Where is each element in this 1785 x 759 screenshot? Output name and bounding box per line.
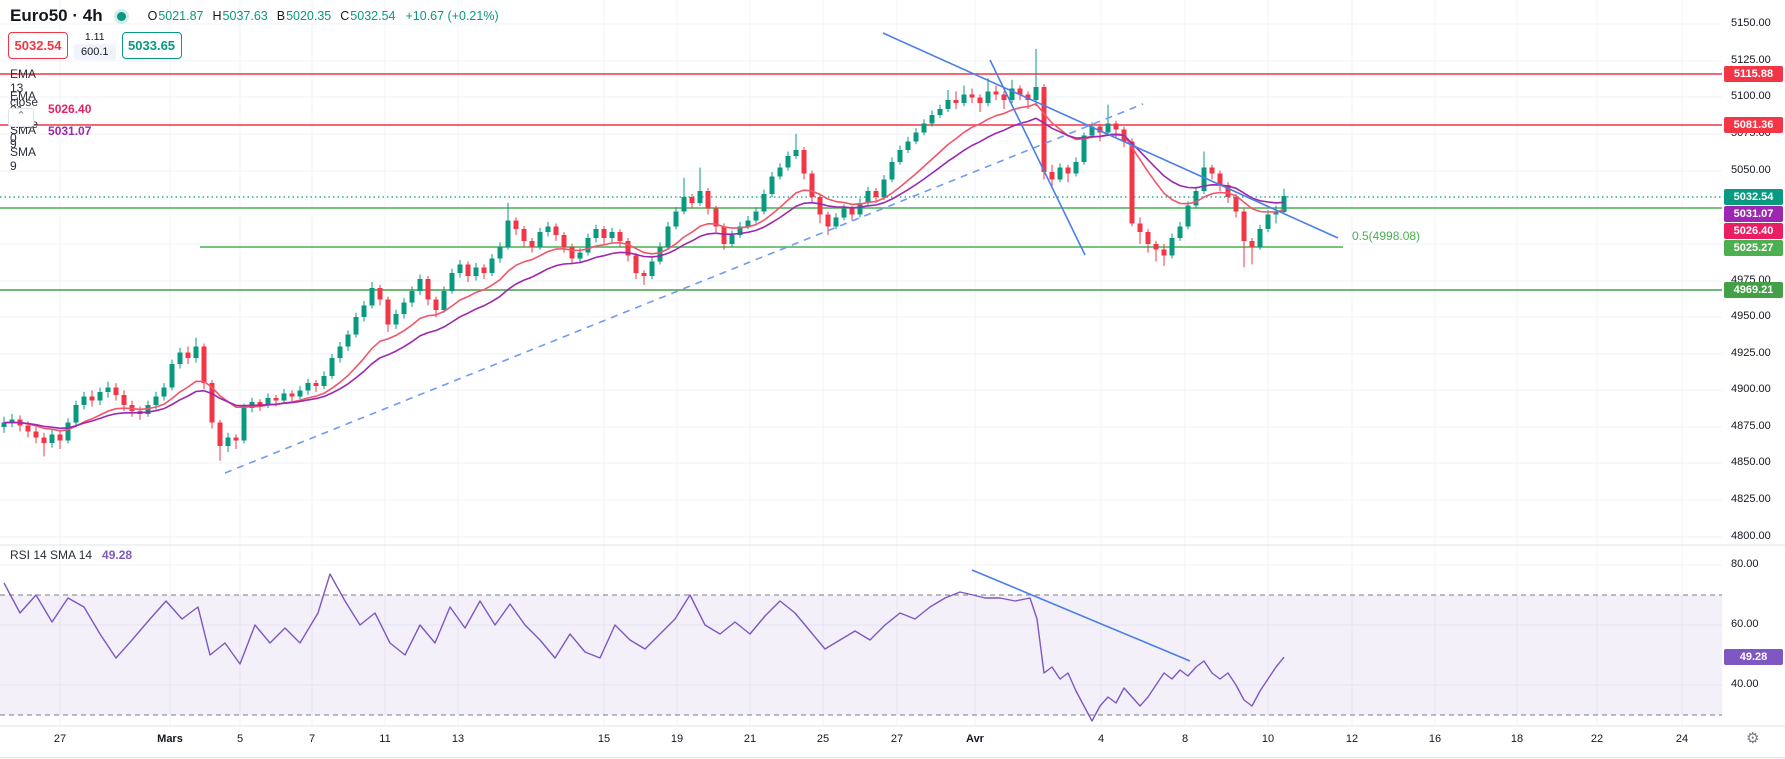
symbol-title[interactable]: Euro50 · 4h [10,6,103,25]
spread-display: 1.11 600.1 [74,31,116,60]
position-size[interactable]: 600.1 [74,44,116,60]
gear-icon[interactable]: ⚙ [1746,730,1760,747]
trade-panel: 5032.54 1.11 600.1 5033.65 [8,31,182,60]
buy-button[interactable]: 5033.65 [121,32,182,59]
spread-value: 1.11 [84,31,105,43]
collapse-panel-button[interactable]: ⌃ [8,108,34,127]
sell-button[interactable]: 5032.54 [8,32,68,59]
